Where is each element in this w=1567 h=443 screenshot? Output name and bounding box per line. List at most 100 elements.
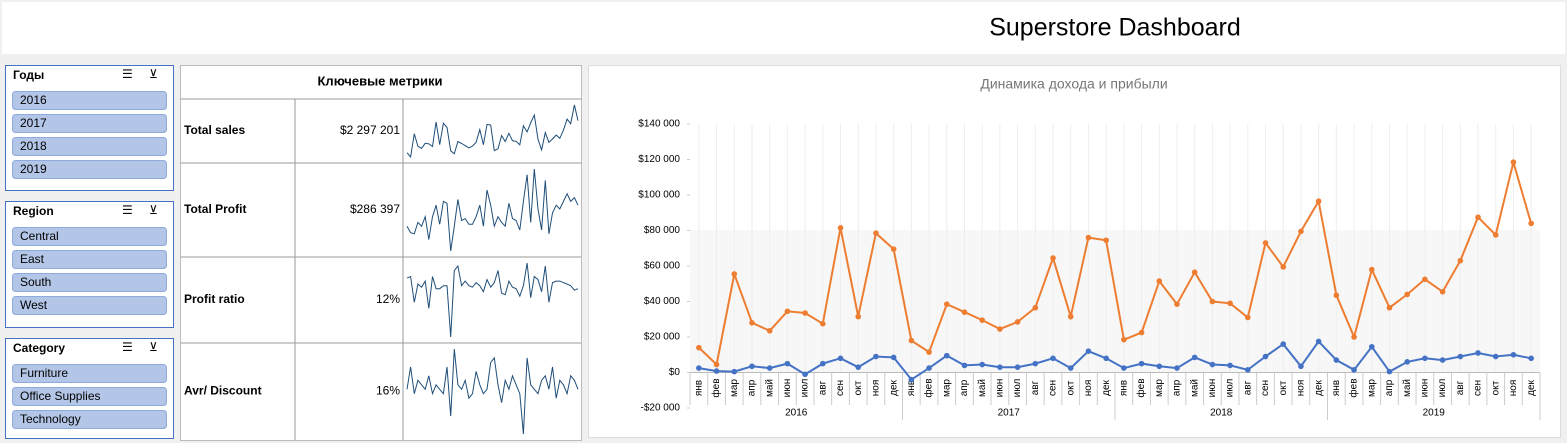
metric-value: $286 397 (350, 202, 400, 216)
slicer-item[interactable] (12, 296, 167, 315)
data-point (837, 355, 844, 362)
data-point (1528, 355, 1534, 362)
slicer-item[interactable] (12, 114, 167, 133)
year-label: 2017 (998, 408, 1021, 419)
series-line (698, 339, 1532, 381)
data-point (1280, 341, 1287, 347)
x-tick-label: авг (1242, 380, 1253, 395)
data-point (1156, 363, 1163, 370)
data-point (873, 230, 879, 236)
x-tick-label: авг (817, 380, 828, 395)
data-point (731, 271, 738, 277)
slicer-item-label[interactable]: South (20, 275, 51, 289)
data-point (696, 344, 702, 351)
data-point (873, 353, 879, 360)
slicer-item[interactable] (12, 387, 167, 406)
slicer-title: Region (13, 204, 54, 218)
data-point (1351, 334, 1357, 340)
data-point (1386, 304, 1393, 311)
slicer-item[interactable] (12, 250, 167, 269)
slicer-item-label[interactable]: Furniture (20, 366, 68, 380)
metric-label: Avr/ Discount (184, 384, 262, 398)
slicer-item-label[interactable]: 2018 (20, 139, 47, 153)
data-point (784, 308, 791, 315)
x-tick-label: сен (1473, 380, 1484, 396)
data-point (1103, 355, 1109, 362)
x-tick-label: дек (1526, 379, 1537, 395)
y-tick-label: -$20 000 (641, 403, 681, 414)
data-point (1174, 365, 1180, 371)
x-tick-label: мар (941, 379, 952, 397)
x-tick-label: янв (1331, 380, 1342, 396)
slicer-item-label[interactable]: Technology (20, 412, 81, 426)
data-point (1014, 364, 1021, 370)
data-point (979, 317, 985, 323)
x-tick-label: фев (923, 378, 935, 397)
slicer-item-label[interactable]: 2016 (20, 93, 47, 107)
slicer-item[interactable] (12, 91, 167, 110)
x-tick-label: июн (1207, 379, 1218, 398)
metric-label: Profit ratio (184, 292, 245, 306)
data-point (1209, 361, 1216, 368)
metric-label: Total sales (184, 123, 245, 137)
clear-filter-icon: ⊻ (149, 340, 158, 354)
plot-shade (690, 230, 1540, 373)
slicer-item[interactable] (12, 227, 167, 246)
slicer-item-label[interactable]: Office Supplies (20, 389, 101, 403)
data-point (749, 320, 755, 326)
x-tick-label: ноя (1083, 380, 1094, 397)
data-point (1050, 255, 1056, 261)
data-point (1050, 355, 1056, 362)
data-point (943, 301, 950, 307)
data-point (731, 368, 738, 375)
data-point (997, 364, 1003, 370)
slicer-item[interactable] (12, 160, 167, 179)
x-tick-label: апр (959, 379, 970, 396)
slicer-item[interactable] (12, 273, 167, 292)
data-point (713, 361, 720, 368)
x-tick-label: июл (1225, 378, 1236, 397)
x-tick-label: янв (1118, 380, 1129, 396)
data-point (908, 376, 915, 383)
x-tick-label: сен (1048, 380, 1059, 396)
x-tick-label: дек (888, 379, 899, 395)
slicer-item-label[interactable]: East (20, 252, 45, 266)
multi-select-icon: ☰ (122, 203, 133, 217)
data-point (855, 364, 862, 370)
data-point (1404, 291, 1410, 298)
data-point (1475, 214, 1481, 220)
x-tick-label: июн (1420, 379, 1431, 398)
data-point (890, 354, 897, 361)
data-point (1439, 357, 1446, 363)
data-point (820, 320, 826, 327)
multi-select-icon: ☰ (122, 340, 133, 354)
data-point (1191, 269, 1198, 276)
data-point (890, 246, 897, 252)
y-tick-label: $80 000 (644, 225, 681, 236)
metric-value: 16% (376, 384, 400, 398)
metric-value: $2 297 201 (340, 123, 400, 137)
data-point (1475, 350, 1481, 356)
slicer-item[interactable] (12, 364, 167, 383)
slicer-item-label[interactable]: West (20, 298, 48, 312)
data-point (1457, 257, 1464, 264)
data-point (1227, 300, 1233, 307)
year-label: 2018 (1210, 408, 1233, 419)
slicer-item-label[interactable]: 2019 (20, 162, 47, 176)
slicer-item-label[interactable]: Central (20, 229, 59, 243)
x-tick-label: янв (693, 380, 704, 396)
slicer-item-label[interactable]: 2017 (20, 116, 47, 130)
x-tick-label: фев (1348, 378, 1360, 397)
clear-filter-icon: ⊻ (149, 203, 158, 217)
x-tick-label: окт (1065, 380, 1076, 395)
x-tick-label: дек (1101, 379, 1112, 395)
slicer-item[interactable] (12, 137, 167, 156)
slicer-item[interactable] (12, 410, 167, 429)
chart-title: Динамика дохода и прибыли (980, 76, 1167, 92)
data-point (837, 225, 844, 231)
data-point (1174, 301, 1180, 307)
x-tick-label: фев (710, 378, 722, 397)
data-point (1067, 365, 1074, 371)
x-tick-label: май (1189, 379, 1200, 397)
